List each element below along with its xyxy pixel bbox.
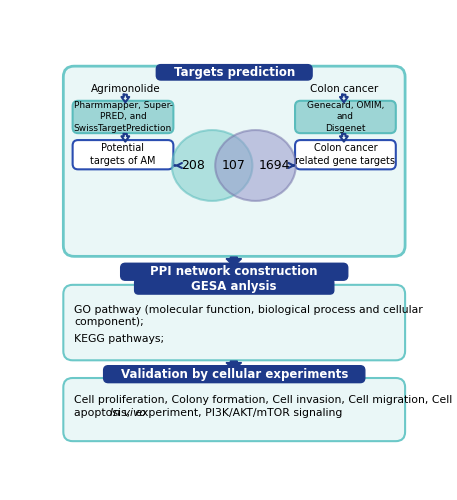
- Polygon shape: [226, 361, 242, 370]
- Text: In vivo: In vivo: [110, 408, 146, 418]
- Ellipse shape: [215, 130, 296, 201]
- Text: Validation by cellular experiments: Validation by cellular experiments: [121, 368, 348, 380]
- Text: KEGG pathways;: KEGG pathways;: [74, 334, 165, 344]
- FancyBboxPatch shape: [64, 285, 405, 360]
- Text: Cell proliferation, Colony formation, Cell invasion, Cell migration, Cell: Cell proliferation, Colony formation, Ce…: [74, 395, 452, 405]
- FancyBboxPatch shape: [295, 140, 396, 170]
- Text: 208: 208: [181, 159, 206, 172]
- Text: Targets prediction: Targets prediction: [174, 66, 295, 79]
- FancyBboxPatch shape: [104, 366, 365, 382]
- FancyBboxPatch shape: [64, 378, 405, 441]
- Text: Colon cancer
related gene targets: Colon cancer related gene targets: [295, 143, 395, 167]
- Text: PPI network construction: PPI network construction: [150, 265, 318, 278]
- Text: GO pathway (molecular function, biological process and cellular: GO pathway (molecular function, biologic…: [74, 305, 423, 315]
- Text: Potential
targets of AM: Potential targets of AM: [90, 143, 156, 167]
- FancyBboxPatch shape: [64, 66, 405, 256]
- Text: GESA anlysis: GESA anlysis: [191, 280, 277, 293]
- Text: Colon cancer: Colon cancer: [310, 84, 378, 94]
- Text: Pharmmapper, Super-
PRED, and
SwissTargetPrediction: Pharmmapper, Super- PRED, and SwissTarge…: [74, 100, 172, 134]
- Text: 1694: 1694: [259, 159, 291, 172]
- Polygon shape: [226, 281, 242, 290]
- Text: 107: 107: [222, 159, 246, 172]
- FancyBboxPatch shape: [156, 64, 312, 80]
- FancyBboxPatch shape: [121, 264, 348, 280]
- FancyBboxPatch shape: [295, 101, 396, 133]
- Text: Agrimonolide: Agrimonolide: [90, 84, 160, 94]
- FancyBboxPatch shape: [73, 140, 173, 170]
- Text: apoptosis,: apoptosis,: [74, 408, 134, 418]
- Text: experiment, PI3K/AKT/mTOR signaling: experiment, PI3K/AKT/mTOR signaling: [132, 408, 342, 418]
- FancyBboxPatch shape: [73, 101, 173, 133]
- Text: Genecard, OMIM,
and
Disgenet: Genecard, OMIM, and Disgenet: [307, 100, 384, 134]
- Text: component);: component);: [74, 317, 144, 327]
- Polygon shape: [226, 257, 242, 266]
- FancyBboxPatch shape: [135, 278, 334, 294]
- Ellipse shape: [172, 130, 252, 201]
